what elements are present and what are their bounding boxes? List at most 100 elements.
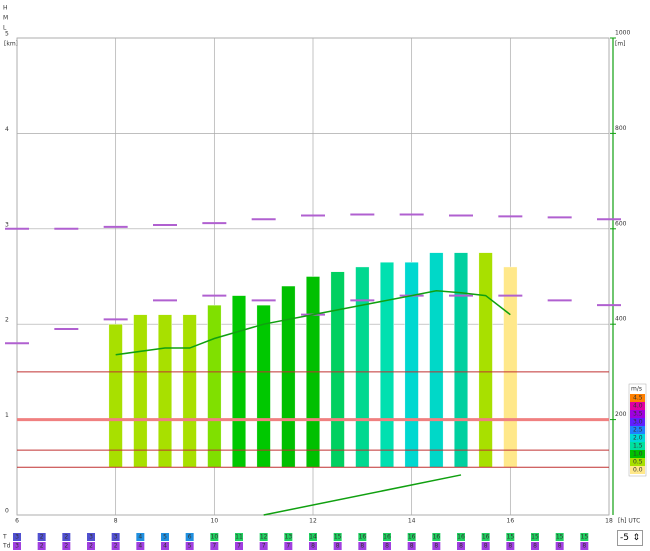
value-label: 8 xyxy=(311,543,315,550)
value-box xyxy=(432,542,441,550)
value-label: 2 xyxy=(114,543,118,550)
y2-unit: [m] xyxy=(615,41,626,48)
value-label: 15 xyxy=(581,534,589,541)
value-box xyxy=(580,533,589,541)
value-label: 8 xyxy=(410,543,414,550)
value-box xyxy=(407,542,416,550)
value-box xyxy=(481,533,490,541)
value-box xyxy=(210,533,219,541)
value-label: 12 xyxy=(260,534,268,541)
legend-swatch xyxy=(630,434,645,442)
bar xyxy=(404,261,419,468)
value-box xyxy=(457,542,465,550)
y2-tick-label: 600 xyxy=(615,220,627,227)
value-box xyxy=(358,533,367,541)
value-label: 16 xyxy=(457,534,465,541)
legend-swatch xyxy=(630,442,645,450)
y2-tick-label: 1000 xyxy=(615,30,630,37)
layer-label: H xyxy=(3,5,8,12)
x-unit: [h] UTC xyxy=(618,518,640,525)
y2-tick-label: 200 xyxy=(615,411,627,418)
bar xyxy=(355,266,370,468)
bar xyxy=(429,252,444,468)
value-label: 6 xyxy=(188,534,192,541)
value-box xyxy=(284,533,293,541)
value-box xyxy=(62,542,71,550)
value-label: 4 xyxy=(163,543,167,550)
value-box xyxy=(235,533,243,541)
value-label: 3 xyxy=(15,543,19,550)
value-box xyxy=(87,542,95,550)
value-label: 8 xyxy=(459,543,463,550)
row-label: T xyxy=(2,534,7,541)
bar xyxy=(207,304,222,468)
y-tick-label: 1 xyxy=(5,412,9,419)
value-box xyxy=(580,542,589,550)
value-label: 4 xyxy=(138,534,142,541)
y-tick-label: 5 xyxy=(5,31,9,38)
value-box xyxy=(136,533,145,541)
value-label: 14 xyxy=(309,534,317,541)
value-label: 8 xyxy=(508,543,512,550)
value-box xyxy=(37,533,46,541)
offset-spinbox[interactable]: -5 ⇕ xyxy=(617,530,643,546)
bar xyxy=(133,314,148,468)
value-label: 2 xyxy=(40,543,44,550)
legend-swatch xyxy=(630,394,645,402)
value-label: 7 xyxy=(286,543,290,550)
legend-label: 1.0 xyxy=(633,451,643,458)
value-label: 2 xyxy=(40,534,44,541)
value-label: 3 xyxy=(89,534,93,541)
spin-arrows[interactable]: ⇕ xyxy=(632,533,640,543)
value-label: 8 xyxy=(434,543,438,550)
value-box xyxy=(210,542,219,550)
value-box xyxy=(259,533,268,541)
y-unit: [km] xyxy=(4,41,18,48)
y2-tick-label: 800 xyxy=(615,125,627,132)
value-label: 8 xyxy=(582,543,586,550)
value-box xyxy=(235,542,243,550)
legend-swatch xyxy=(630,402,645,410)
value-label: 15 xyxy=(334,534,342,541)
value-label: 16 xyxy=(408,534,416,541)
bar xyxy=(108,324,123,468)
bar xyxy=(330,271,345,468)
value-box xyxy=(383,542,391,550)
bar xyxy=(380,261,394,468)
value-box xyxy=(555,533,564,541)
value-box xyxy=(284,542,293,550)
legend-label: 4.5 xyxy=(633,395,643,402)
value-box xyxy=(531,542,539,550)
value-box xyxy=(111,533,120,541)
value-label: 8 xyxy=(484,543,488,550)
x-tick-label: 16 xyxy=(507,518,515,525)
bar xyxy=(281,285,296,468)
legend-swatch xyxy=(630,458,645,466)
y-tick-label: 0 xyxy=(5,508,9,515)
value-label: 15 xyxy=(507,534,515,541)
legend-label: 2.0 xyxy=(633,435,643,442)
value-box xyxy=(62,533,71,541)
value-label: 8 xyxy=(360,543,364,550)
value-label: 4 xyxy=(138,543,142,550)
legend-swatch xyxy=(630,418,645,426)
legend-label: 3.5 xyxy=(633,411,643,418)
value-box xyxy=(185,533,194,541)
bottom-line xyxy=(263,474,462,516)
value-label: 15 xyxy=(556,534,564,541)
value-label: 5 xyxy=(163,534,167,541)
layer-label: L xyxy=(3,25,7,32)
bar xyxy=(478,252,493,468)
bar xyxy=(182,314,197,468)
legend-swatch xyxy=(630,466,645,474)
value-box xyxy=(161,533,169,541)
value-box xyxy=(161,542,169,550)
bar xyxy=(454,252,468,468)
value-label: 5 xyxy=(188,543,192,550)
value-box xyxy=(506,533,515,541)
green-line xyxy=(115,290,511,356)
value-label: 15 xyxy=(531,534,539,541)
value-label: 7 xyxy=(212,543,216,550)
row-label: Td xyxy=(2,543,11,550)
